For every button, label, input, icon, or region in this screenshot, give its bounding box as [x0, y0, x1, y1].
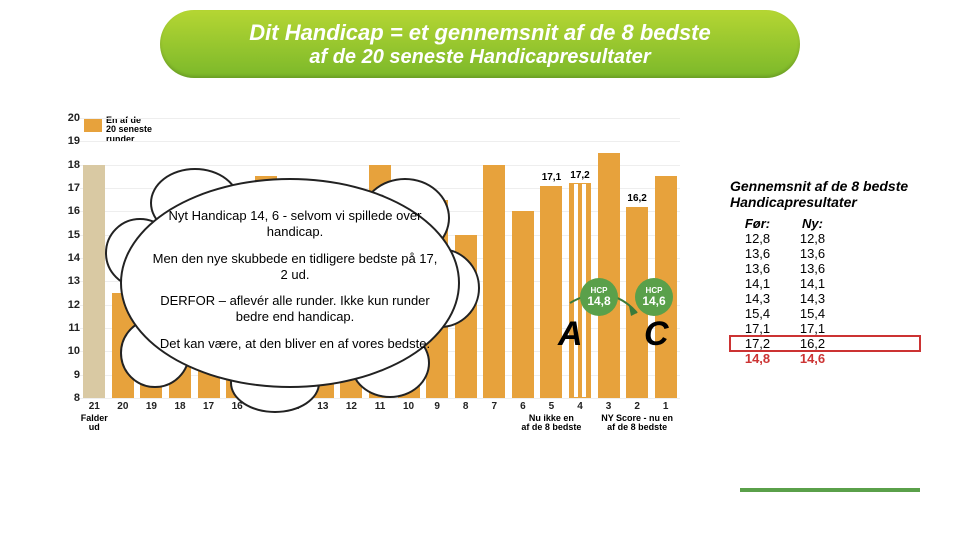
- table-row: 13,613,6: [730, 261, 920, 276]
- bar-6: [512, 211, 534, 398]
- bar-3: [598, 153, 620, 398]
- cloud-p3: DERFOR – aflevér alle runder. Ikke kun r…: [150, 293, 440, 326]
- col-after: Ny:: [785, 216, 840, 231]
- hcp-value: 14,6: [642, 295, 665, 307]
- cloud-p4: Det kan være, at den bliver en af vores …: [150, 336, 440, 352]
- table-title: Gennemsnit af de 8 bedste Handicapresult…: [730, 178, 920, 210]
- table-row: 17,117,1: [730, 321, 920, 336]
- averages-table: Gennemsnit af de 8 bedste Handicapresult…: [730, 178, 920, 366]
- table-row: 12,812,8: [730, 231, 920, 246]
- col-before: Før:: [730, 216, 785, 231]
- marker-c: C: [644, 315, 669, 354]
- hcp-badge-after: HCP 14,6: [635, 278, 673, 316]
- header-line1: Dit Handicap = et gennemsnit af de 8 bed…: [249, 20, 711, 46]
- hcp-badge-before: HCP 14,8: [580, 278, 618, 316]
- table-totals: 14,8 14,6: [730, 351, 920, 366]
- bar-5: 17,1: [540, 186, 562, 398]
- cloud-p1: Nyt Handicap 14, 6 - selvom vi spillede …: [150, 208, 440, 241]
- total-before: 14,8: [730, 351, 785, 366]
- hcp-value: 14,8: [587, 295, 610, 307]
- bar-7: [483, 165, 505, 398]
- header-line2: af de 20 seneste Handicapresultater: [309, 46, 650, 69]
- table-row: 17,216,2: [730, 336, 920, 351]
- x-caption-mid: Nu ikke enaf de 8 bedste: [511, 414, 591, 433]
- bar-21: [83, 165, 105, 398]
- cloud-p2: Men den nye skubbede en tidligere bedste…: [150, 251, 440, 284]
- x-caption-left: Falderud: [54, 414, 134, 433]
- table-row: 13,613,6: [730, 246, 920, 261]
- total-after: 14,6: [785, 351, 840, 366]
- cloud-text: Nyt Handicap 14, 6 - selvom vi spillede …: [150, 208, 440, 362]
- main-area: En af de20 senesterunder 891011121314151…: [0, 78, 960, 518]
- x-caption-right: NY Score - nu enaf de 8 bedste: [597, 414, 677, 433]
- table-row: 15,415,4: [730, 306, 920, 321]
- table-row: 14,114,1: [730, 276, 920, 291]
- table-row: 14,314,3: [730, 291, 920, 306]
- header-pill: Dit Handicap = et gennemsnit af de 8 bed…: [160, 10, 800, 78]
- table-header: Før: Ny:: [730, 216, 920, 231]
- footer-accent-rule: [740, 488, 920, 492]
